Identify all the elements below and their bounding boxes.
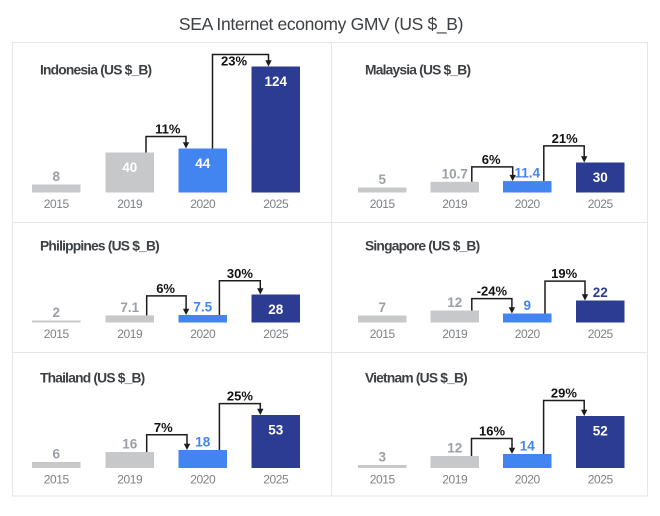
svg-text:2019: 2019 xyxy=(117,327,143,341)
svg-text:18: 18 xyxy=(195,435,211,450)
svg-text:44: 44 xyxy=(195,156,211,171)
svg-text:2015: 2015 xyxy=(44,197,70,211)
svg-text:2025: 2025 xyxy=(588,327,614,341)
svg-text:29%: 29% xyxy=(551,386,577,401)
svg-text:2020: 2020 xyxy=(190,327,216,341)
svg-text:3: 3 xyxy=(378,450,386,465)
svg-text:14: 14 xyxy=(520,439,536,454)
svg-text:19%: 19% xyxy=(551,266,577,281)
svg-text:2015: 2015 xyxy=(44,327,70,341)
svg-text:2: 2 xyxy=(52,305,60,320)
svg-text:-24%: -24% xyxy=(477,284,508,299)
svg-text:2019: 2019 xyxy=(117,473,143,487)
svg-text:2019: 2019 xyxy=(442,197,468,211)
svg-text:8: 8 xyxy=(52,169,60,184)
svg-text:2015: 2015 xyxy=(370,473,396,487)
svg-text:21%: 21% xyxy=(552,131,578,146)
svg-text:2015: 2015 xyxy=(44,473,70,487)
svg-text:22: 22 xyxy=(593,285,608,300)
svg-text:11.4: 11.4 xyxy=(514,166,540,181)
svg-text:2015: 2015 xyxy=(370,197,396,211)
svg-text:7.5: 7.5 xyxy=(193,300,212,315)
svg-text:52: 52 xyxy=(593,424,608,439)
svg-text:Thailand (US $_B): Thailand (US $_B) xyxy=(40,370,145,385)
svg-text:53: 53 xyxy=(268,423,284,438)
svg-text:2025: 2025 xyxy=(588,197,614,211)
svg-text:11%: 11% xyxy=(155,122,181,137)
svg-text:12: 12 xyxy=(447,295,462,310)
svg-text:2019: 2019 xyxy=(442,327,468,341)
svg-text:9: 9 xyxy=(523,298,531,313)
svg-text:7.1: 7.1 xyxy=(120,300,139,315)
svg-text:2020: 2020 xyxy=(190,197,216,211)
svg-text:2025: 2025 xyxy=(263,327,289,341)
svg-text:2025: 2025 xyxy=(263,197,289,211)
svg-text:23%: 23% xyxy=(221,54,247,69)
svg-text:Singapore (US $_B): Singapore (US $_B) xyxy=(365,239,480,254)
svg-text:16: 16 xyxy=(122,437,138,452)
svg-text:5: 5 xyxy=(378,172,386,187)
svg-text:124: 124 xyxy=(264,74,287,89)
svg-text:7%: 7% xyxy=(154,420,173,435)
svg-text:12: 12 xyxy=(447,441,462,456)
svg-text:2020: 2020 xyxy=(515,197,541,211)
svg-text:30: 30 xyxy=(593,170,608,185)
svg-text:2020: 2020 xyxy=(190,473,216,487)
svg-text:6: 6 xyxy=(52,447,60,462)
svg-text:2020: 2020 xyxy=(515,473,541,487)
svg-text:6%: 6% xyxy=(482,152,501,167)
svg-text:2025: 2025 xyxy=(588,473,614,487)
svg-text:28: 28 xyxy=(268,302,284,317)
svg-text:Malaysia (US $_B): Malaysia (US $_B) xyxy=(365,63,470,78)
svg-text:2025: 2025 xyxy=(263,473,289,487)
svg-text:7: 7 xyxy=(378,300,386,315)
svg-text:Vietnam (US $_B): Vietnam (US $_B) xyxy=(365,370,467,385)
svg-text:2015: 2015 xyxy=(370,327,396,341)
svg-text:25%: 25% xyxy=(227,389,253,404)
svg-text:6%: 6% xyxy=(156,281,175,296)
svg-text:Indonesia (US $_B): Indonesia (US $_B) xyxy=(40,63,152,78)
svg-text:2019: 2019 xyxy=(442,473,468,487)
svg-text:2020: 2020 xyxy=(515,327,541,341)
svg-text:Philippines (US $_B): Philippines (US $_B) xyxy=(40,239,159,254)
svg-text:SEA Internet economy GMV (US $: SEA Internet economy GMV (US $_B) xyxy=(179,14,463,35)
svg-text:40: 40 xyxy=(122,160,137,175)
svg-text:30%: 30% xyxy=(227,266,253,281)
svg-text:10.7: 10.7 xyxy=(442,166,468,181)
svg-text:2019: 2019 xyxy=(117,197,143,211)
svg-text:16%: 16% xyxy=(479,424,505,439)
